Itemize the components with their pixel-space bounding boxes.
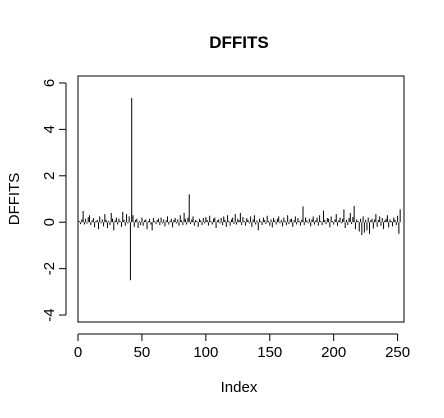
- y-tick-label: -4: [41, 308, 58, 321]
- plot-frame: [77, 75, 405, 323]
- x-tick-label: 250: [385, 344, 410, 361]
- x-tick-label: 200: [321, 344, 346, 361]
- x-tick-label: 100: [193, 344, 218, 361]
- x-axis-label: Index: [221, 379, 258, 396]
- y-tick-label: 2: [41, 172, 58, 180]
- x-tick-label: 50: [134, 344, 151, 361]
- y-axis: -4 -2 0 2 4 6: [41, 79, 67, 322]
- chart-title: DFFITS: [209, 33, 269, 52]
- y-tick-label: -2: [41, 262, 58, 275]
- y-tick-label: 0: [41, 218, 58, 226]
- x-tick-label: 150: [257, 344, 282, 361]
- y-tick-label: 4: [41, 125, 58, 133]
- y-axis-label: DFFITS: [6, 173, 23, 226]
- data-spikes: [78, 98, 401, 281]
- x-tick-label: 0: [74, 344, 82, 361]
- x-axis: 0 50 100 150 200 250: [74, 333, 410, 361]
- plot-title-group: DFFITS: [209, 33, 269, 52]
- y-tick-label: 6: [41, 79, 58, 87]
